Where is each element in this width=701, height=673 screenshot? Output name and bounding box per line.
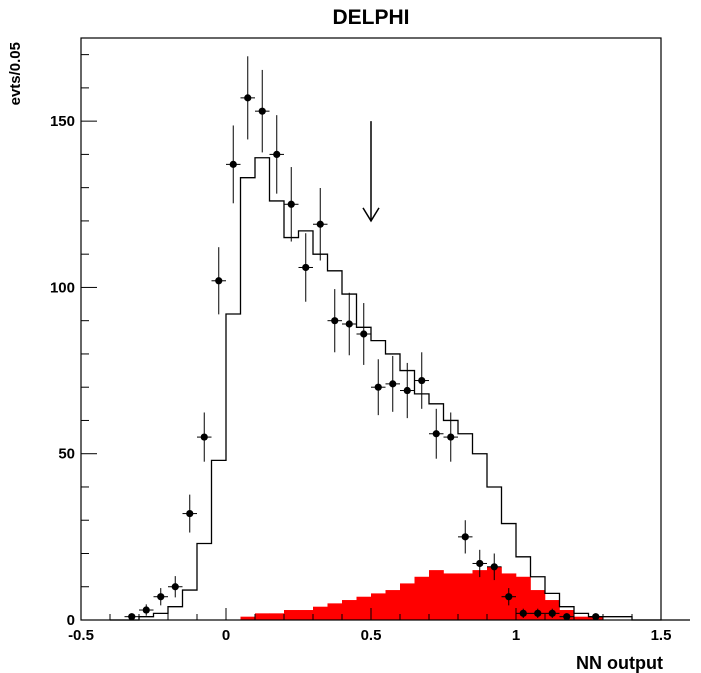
data-point	[548, 609, 556, 617]
data-point	[360, 330, 368, 338]
data-point	[142, 606, 150, 614]
data-point	[287, 200, 295, 208]
data-point	[157, 593, 165, 601]
y-tick-label: 0	[67, 612, 75, 629]
signal-bar	[298, 610, 314, 620]
data-point	[447, 433, 455, 441]
data-point	[200, 433, 208, 441]
signal-bar	[371, 593, 386, 620]
signal-bar	[356, 596, 372, 620]
x-tick-label: 1.5	[651, 627, 672, 644]
signal-bar	[327, 603, 343, 620]
data-point	[418, 376, 426, 385]
signal-bar	[487, 566, 502, 620]
y-tick-label: 150	[50, 113, 75, 130]
signal-bar	[429, 570, 444, 620]
data-point	[273, 150, 281, 158]
data-point	[490, 563, 498, 571]
annotation-layer	[362, 121, 380, 223]
signal-filled-histogram	[240, 566, 604, 620]
data-point	[389, 380, 397, 388]
data-point	[229, 160, 237, 168]
signal-bar	[269, 613, 285, 620]
signal-bar	[458, 573, 473, 620]
signal-bar	[313, 606, 328, 620]
data-point	[302, 263, 310, 272]
y-tick-label: 50	[58, 446, 75, 463]
data-point	[432, 430, 440, 438]
signal-bar	[516, 576, 531, 620]
data-point	[331, 317, 339, 325]
signal-bar	[574, 616, 589, 620]
data-point	[505, 593, 513, 601]
data-point	[563, 613, 571, 621]
y-tick-label: 100	[50, 279, 75, 296]
signal-bar	[472, 570, 488, 620]
data-points-layer	[124, 56, 603, 621]
signal-bar	[530, 590, 546, 620]
data-point	[244, 94, 252, 102]
data-point	[534, 609, 542, 617]
data-point	[186, 509, 194, 518]
x-axis-ticks: -0.5 0 0.5 1 1.5	[68, 608, 671, 644]
signal-bar	[240, 616, 256, 620]
chart-title: DELPHI	[332, 6, 409, 29]
data-point	[403, 386, 411, 395]
signal-bar	[284, 610, 299, 620]
data-point	[171, 583, 179, 591]
signal-bar	[342, 600, 357, 620]
data-point	[316, 220, 324, 228]
background-step-histogram	[110, 157, 690, 621]
x-axis-label: NN output	[576, 653, 663, 673]
x-tick-label: 0.5	[361, 627, 382, 644]
x-tick-label: 0	[222, 627, 230, 644]
y-axis-ticks: 0 50 100 150	[50, 54, 97, 629]
data-point	[519, 609, 527, 617]
x-tick-label: 1	[512, 627, 520, 644]
signal-bar	[443, 573, 459, 620]
y-axis-label: evts/0.05	[7, 42, 24, 105]
data-point	[592, 613, 600, 621]
data-point	[258, 107, 266, 115]
data-point	[461, 533, 469, 541]
signal-bar	[414, 576, 430, 620]
signal-bar	[385, 590, 401, 620]
data-point	[476, 559, 484, 568]
data-point	[128, 613, 136, 621]
background-step-line	[110, 157, 690, 621]
data-point	[374, 383, 382, 391]
signal-bar	[400, 583, 415, 620]
arrow-head-icon	[362, 207, 380, 223]
signal-bar	[255, 613, 270, 620]
x-tick-label: -0.5	[68, 627, 94, 644]
data-point	[215, 277, 223, 285]
data-point	[345, 320, 353, 328]
